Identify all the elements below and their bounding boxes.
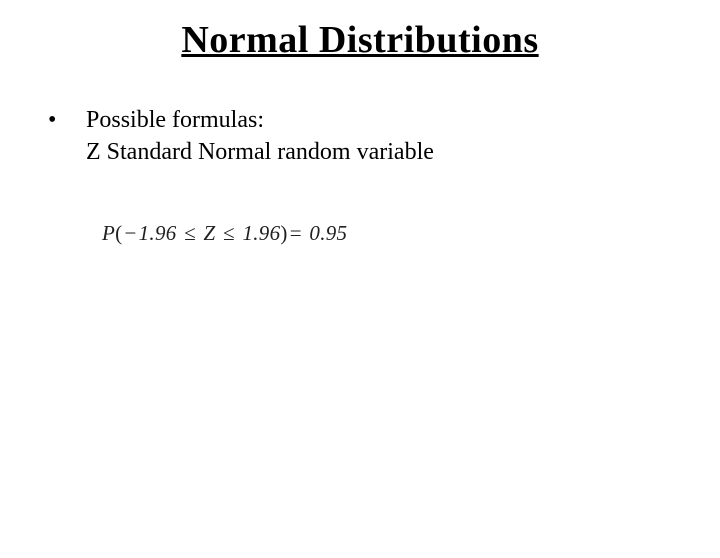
- formula-lparen: (: [115, 221, 122, 245]
- content-area: • Possible formulas: Z Standard Normal r…: [40, 104, 720, 169]
- formula-Z: Z: [204, 221, 216, 245]
- bullet-item: • Possible formulas: Z Standard Normal r…: [40, 104, 720, 169]
- formula: P(−1.96 ≤ Z ≤ 1.96)= 0.95: [102, 221, 720, 246]
- bullet-marker: •: [40, 104, 86, 138]
- formula-val1: 1.96: [139, 221, 177, 245]
- formula-leq1: ≤: [184, 221, 196, 245]
- formula-leq2: ≤: [223, 221, 235, 245]
- formula-result: 0.95: [309, 221, 347, 245]
- bullet-text-block: Possible formulas: Z Standard Normal ran…: [86, 104, 434, 169]
- bullet-line-2: Z Standard Normal random variable: [86, 136, 434, 168]
- formula-rparen: ): [280, 221, 287, 245]
- bullet-line-1: Possible formulas:: [86, 104, 434, 136]
- formula-eq: =: [290, 221, 302, 245]
- formula-val2: 1.96: [242, 221, 280, 245]
- slide-title: Normal Distributions: [0, 18, 720, 62]
- formula-P: P: [102, 221, 115, 245]
- formula-minus: −: [124, 221, 136, 245]
